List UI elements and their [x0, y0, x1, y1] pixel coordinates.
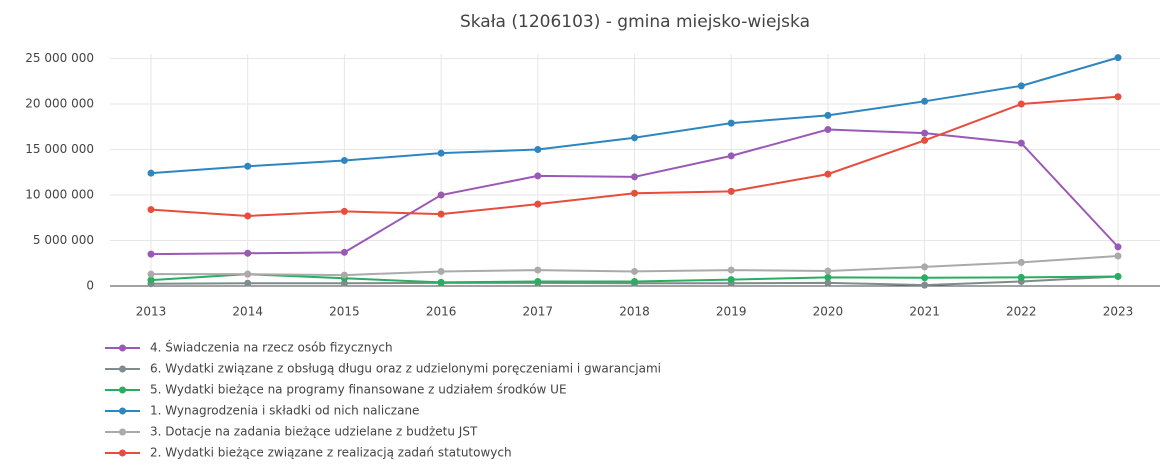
- x-tick-label: 2020: [813, 305, 844, 319]
- x-tick-label: 2019: [716, 305, 747, 319]
- x-tick-label: 2014: [232, 305, 263, 319]
- point: [824, 279, 832, 287]
- point: [727, 276, 735, 284]
- point: [244, 270, 252, 278]
- point: [824, 267, 832, 275]
- legend-swatch: [119, 428, 126, 436]
- legend-swatch: [119, 407, 126, 415]
- point: [437, 149, 445, 157]
- legend-swatch: [119, 344, 126, 352]
- point: [534, 200, 542, 208]
- x-tick-label: 2017: [523, 305, 554, 319]
- point: [727, 152, 735, 160]
- point: [921, 281, 929, 289]
- point: [244, 249, 252, 257]
- x-tick-label: 2022: [1006, 305, 1037, 319]
- point: [340, 271, 348, 279]
- legend-label: 3. Dotacje na zadania bieżące udzielane …: [150, 425, 478, 439]
- point: [1017, 100, 1025, 108]
- point: [534, 266, 542, 274]
- y-tick-label: 5 000 000: [33, 233, 94, 247]
- y-tick-label: 15 000 000: [25, 142, 94, 156]
- point: [727, 119, 735, 127]
- x-tick-label: 2013: [136, 305, 167, 319]
- point: [631, 267, 638, 275]
- point: [727, 266, 735, 274]
- point: [244, 162, 252, 170]
- point: [1017, 258, 1025, 266]
- legend-label: 4. Świadczenia na rzecz osób fizycznych: [150, 340, 393, 355]
- point: [631, 277, 638, 285]
- point: [631, 189, 638, 197]
- point: [244, 279, 252, 287]
- legend-swatch: [119, 386, 126, 394]
- point: [340, 207, 348, 215]
- y-tick-label: 0: [86, 279, 94, 293]
- point: [147, 169, 155, 177]
- point: [921, 263, 929, 271]
- point: [727, 187, 735, 195]
- point: [921, 129, 929, 137]
- point: [824, 111, 832, 119]
- point: [147, 206, 155, 214]
- x-tick-label: 2016: [426, 305, 457, 319]
- legend-label: 1. Wynagrodzenia i składki od nich nalic…: [150, 404, 419, 418]
- point: [437, 278, 445, 286]
- y-tick-label: 10 000 000: [25, 188, 94, 202]
- legend-label: 5. Wydatki bieżące na programy finansowa…: [150, 383, 567, 397]
- y-tick-label: 20 000 000: [25, 97, 94, 111]
- point: [340, 156, 348, 164]
- point: [437, 267, 445, 275]
- legend-swatch: [119, 365, 126, 373]
- point: [824, 273, 832, 281]
- point: [1017, 273, 1025, 281]
- point: [1114, 272, 1122, 280]
- legend-swatch: [119, 449, 126, 457]
- point: [244, 212, 252, 220]
- point: [921, 274, 929, 282]
- point: [921, 136, 929, 144]
- point: [437, 191, 445, 199]
- point: [147, 270, 155, 278]
- y-tick-label: 25 000 000: [25, 51, 94, 65]
- point: [534, 172, 542, 180]
- point: [534, 277, 542, 285]
- point: [1114, 252, 1122, 260]
- legend-label: 2. Wydatki bieżące związane z realizacją…: [150, 446, 512, 460]
- point: [437, 210, 445, 218]
- point: [1114, 93, 1122, 101]
- point: [631, 173, 638, 181]
- x-tick-label: 2015: [329, 305, 360, 319]
- point: [1114, 243, 1122, 251]
- point: [147, 276, 155, 284]
- x-tick-label: 2021: [909, 305, 940, 319]
- point: [631, 134, 638, 142]
- point: [921, 97, 929, 105]
- x-tick-label: 2023: [1103, 305, 1134, 319]
- point: [824, 170, 832, 178]
- point: [534, 146, 542, 154]
- legend-label: 6. Wydatki związane z obsługą długu oraz…: [150, 362, 661, 376]
- point: [1017, 82, 1025, 90]
- point: [340, 279, 348, 287]
- point: [1017, 139, 1025, 147]
- point: [147, 250, 155, 258]
- point: [340, 248, 348, 256]
- x-tick-label: 2018: [619, 305, 650, 319]
- point: [1114, 54, 1122, 62]
- chart-title: Skała (1206103) - gmina miejsko-wiejska: [460, 12, 810, 32]
- point: [824, 126, 832, 134]
